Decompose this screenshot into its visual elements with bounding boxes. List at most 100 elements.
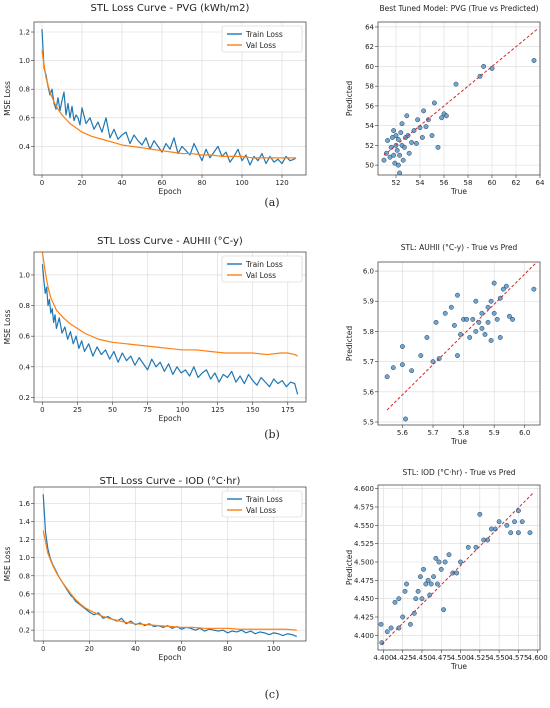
x-tick-label: 52 xyxy=(392,179,401,187)
chart-5: 0 20 40 60 80 100 0.2 0.4 0.6 0.8 1.0 1.2 1.4 1.6 Trai… xyxy=(3,476,307,662)
scatter-point xyxy=(489,65,495,71)
x-tick-label: 60 xyxy=(488,179,497,187)
plot-area xyxy=(378,491,535,646)
scatter-point xyxy=(454,570,460,576)
scatter-point xyxy=(497,335,503,340)
scatter-point xyxy=(391,152,397,158)
x-axis-label: Epoch xyxy=(159,414,182,423)
y-tick-label: 60 xyxy=(365,63,374,71)
y-tick-label: 4.475 xyxy=(354,577,374,585)
scatter-point xyxy=(479,325,485,331)
scatter-point xyxy=(388,625,394,631)
chart-4: 5.6 5.7 5.8 5.9 6.0 5.5 5.6 5.7 5.8 5.9 6.0 STL: AU… xyxy=(345,243,541,446)
axes-frame xyxy=(33,251,307,403)
scatter-point xyxy=(506,313,512,319)
scatter-point xyxy=(531,58,537,63)
scatter-point xyxy=(400,157,406,163)
y-tick-label: 0.8 xyxy=(19,302,30,310)
scatter-point xyxy=(458,331,463,337)
scatter-point xyxy=(482,331,488,337)
x-tick-label: 0 xyxy=(41,645,45,653)
y-tick-label: 0.4 xyxy=(19,609,31,617)
scatter-point xyxy=(404,113,410,119)
scatter-point xyxy=(479,310,485,316)
scatter-point xyxy=(503,283,509,289)
y-tick-label: 1.4 xyxy=(19,518,31,526)
y-tick-label: 0.6 xyxy=(19,333,31,341)
scatter-point xyxy=(446,552,452,558)
y-tick-label: 4.400 xyxy=(354,632,374,640)
chart-title: Best Tuned Model: PVG (True vs Predicted… xyxy=(379,4,538,13)
scatter-point xyxy=(395,162,401,168)
scatter-point xyxy=(485,319,491,325)
scatter-point xyxy=(415,117,421,123)
x-tick-label: 150 xyxy=(246,406,259,414)
y-axis-label: Predicted xyxy=(345,326,354,361)
scatter-point xyxy=(378,621,384,627)
y-tick-label: 4.450 xyxy=(354,595,374,603)
scatter-point xyxy=(427,592,433,598)
x-tick-label: 62 xyxy=(512,179,521,187)
y-axis-label: Predicted xyxy=(345,550,354,585)
scatter-point xyxy=(476,319,482,325)
axes-frame xyxy=(377,21,541,176)
panel-label-c: (c) xyxy=(265,688,280,701)
scatter-point xyxy=(470,316,476,322)
scatter-point xyxy=(413,596,419,602)
chart-2: 52 54 56 58 60 62 64 50 52 54 56 58 60 62 64 Best Tuned… xyxy=(345,4,545,196)
scatter-point xyxy=(442,559,448,565)
y-tick-label: 62 xyxy=(365,43,374,51)
scatter-point xyxy=(442,310,448,316)
scatter-point xyxy=(438,566,444,572)
y-tick-label: 5.6 xyxy=(363,388,375,396)
scatter-point xyxy=(421,108,427,114)
scatter-point xyxy=(465,544,471,550)
y-tick-label: 1.0 xyxy=(19,57,30,65)
identity-line xyxy=(381,491,535,645)
scatter-point xyxy=(434,581,440,587)
scatter-point xyxy=(381,157,387,163)
x-tick-label: 0 xyxy=(40,179,44,187)
axes-frame xyxy=(377,261,541,426)
scatter-point xyxy=(395,137,401,142)
scatter-point xyxy=(409,139,415,145)
x-tick-label: 60 xyxy=(158,179,167,187)
x-axis-label: Epoch xyxy=(159,653,182,662)
scatter-point xyxy=(391,128,397,134)
scatter-point xyxy=(400,614,406,620)
panel-label-b: (b) xyxy=(264,428,280,441)
scatter-point xyxy=(496,519,502,525)
plot-area xyxy=(41,29,297,166)
chart-6: 4.400 4.425 4.450 4.475 4.500 4.525 4.550 4.575… xyxy=(345,468,548,671)
axes-frame xyxy=(377,484,541,651)
scatter-point xyxy=(429,133,435,138)
plot-area xyxy=(42,494,297,638)
scatter-point xyxy=(485,304,491,310)
x-tick-label: 4.475 xyxy=(431,654,451,662)
scatter-point xyxy=(464,316,470,322)
x-tick-label: 80 xyxy=(198,179,207,187)
x-tick-label: 60 xyxy=(177,645,186,653)
scatter-point xyxy=(467,335,473,340)
y-tick-label: 4.425 xyxy=(354,614,374,622)
y-tick-label: 0.6 xyxy=(19,114,31,122)
scatter-point xyxy=(400,362,405,368)
x-tick-label: 5.9 xyxy=(489,429,500,437)
scatter-point xyxy=(419,596,425,602)
chart-3: 0 25 50 75 100 125 150 175 0.2 0.4 0.6 0.8 1.0 Train … xyxy=(3,236,307,423)
scatter-point xyxy=(423,124,429,130)
scatter-point xyxy=(448,304,454,310)
x-tick-label: 5.7 xyxy=(427,429,438,437)
scatter-point xyxy=(409,368,415,374)
identity-line xyxy=(386,262,538,411)
scatter-point xyxy=(384,374,390,380)
y-tick-label: 5.9 xyxy=(363,298,374,306)
x-tick-label: 4.500 xyxy=(451,654,471,662)
scatter-point xyxy=(473,328,479,334)
x-tick-label: 4.400 xyxy=(373,654,393,662)
x-tick-label: 4.450 xyxy=(412,654,432,662)
scatter-point xyxy=(396,596,402,602)
scatter-point xyxy=(436,559,442,565)
series-line-train-loss xyxy=(41,264,299,395)
